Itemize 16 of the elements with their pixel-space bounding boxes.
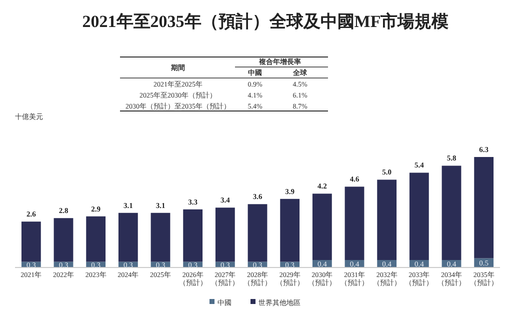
bar [312,194,332,260]
bar [215,208,235,262]
bar [54,218,74,262]
bar [248,204,268,262]
bar [118,212,138,262]
bar [344,186,364,260]
bar [280,198,300,262]
bar [150,212,170,262]
bar [21,222,41,262]
bar [442,166,462,260]
bar [86,216,106,262]
bar [377,180,397,260]
bar [409,172,429,260]
bar [183,209,203,262]
chart-title: 2021年至2035年（預計）全球及中國MF市場規模 [82,12,449,31]
bar [474,157,494,258]
